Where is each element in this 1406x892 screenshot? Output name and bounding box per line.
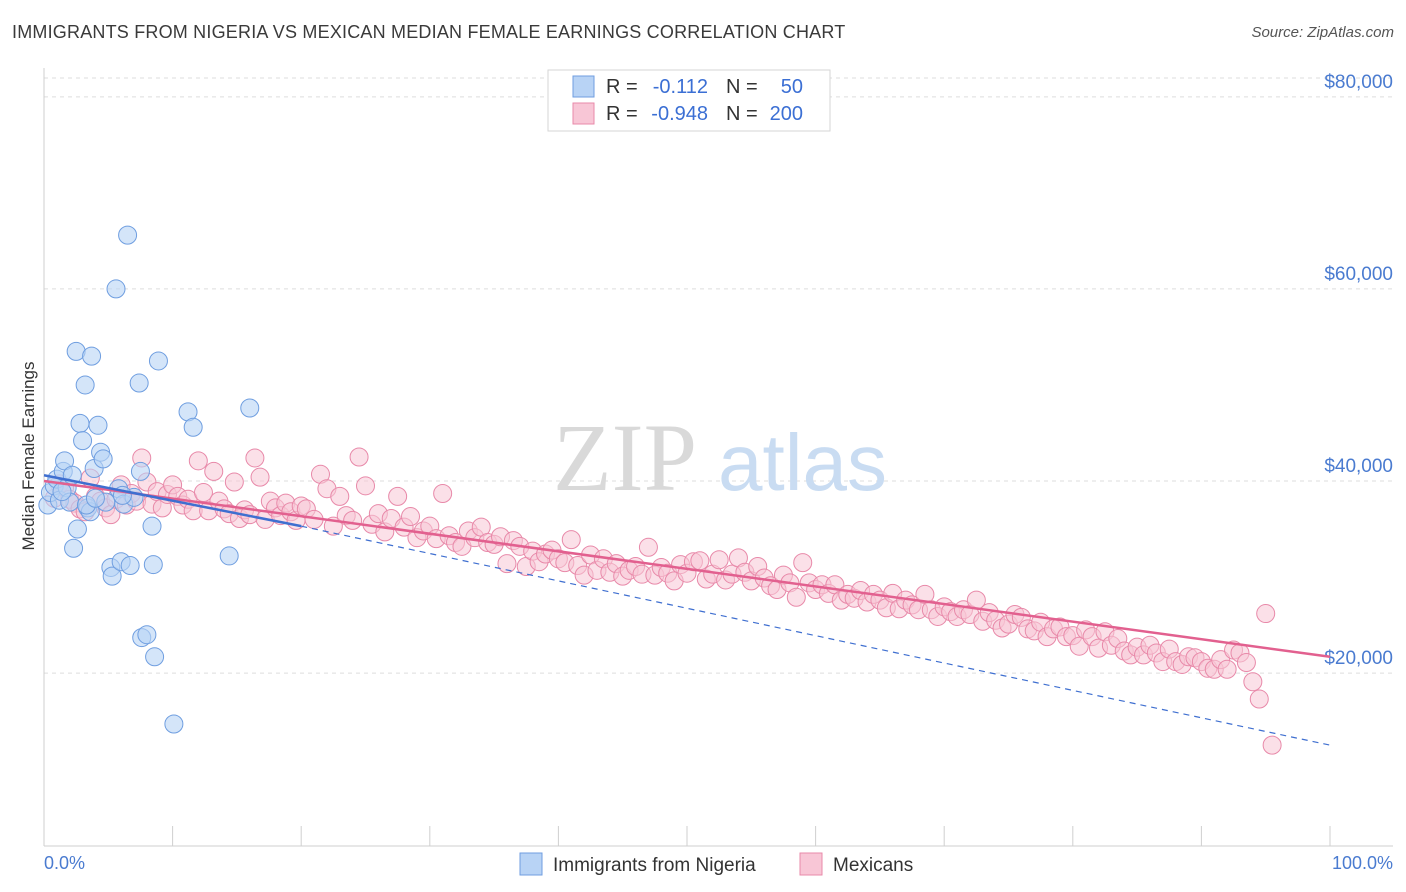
mexicans-point-90 xyxy=(561,530,581,550)
nigeria-point-18 xyxy=(82,346,102,366)
bottom-legend-mexicans: Mexicans xyxy=(833,855,913,876)
y-tick-label-40000: $40,000 xyxy=(1324,456,1393,477)
watermark-zip: ZIP xyxy=(553,404,697,511)
legend-r-value-2: -0.948 xyxy=(651,103,708,125)
legend-swatch-mexicans xyxy=(572,102,595,125)
nigeria-point-25 xyxy=(102,566,122,586)
bottom-swatch-nigeria xyxy=(519,852,543,876)
axes xyxy=(43,68,1393,847)
nigeria-trend-solid xyxy=(43,474,302,528)
mexicans-point-197 xyxy=(1249,689,1269,709)
mexicans-point-192 xyxy=(1217,659,1237,679)
y-tick-label-20000: $20,000 xyxy=(1324,648,1393,669)
mexicans-point-113 xyxy=(709,550,729,570)
bottom-legend-nigeria: Immigrants from Nigeria xyxy=(553,855,756,876)
nigeria-point-39 xyxy=(145,647,165,667)
nigeria-point-30 xyxy=(118,225,138,245)
mexicans-point-65 xyxy=(401,507,421,527)
nigeria-point-10 xyxy=(64,538,84,558)
nigeria-point-38 xyxy=(143,555,163,575)
x-tick-label-min: 0.0% xyxy=(44,853,85,873)
nigeria-point-22 xyxy=(93,449,113,469)
legend-r-value-1: -0.112 xyxy=(653,76,708,98)
series-nigeria-points xyxy=(38,225,260,734)
mexicans-point-28 xyxy=(188,451,208,471)
mexicans-point-199 xyxy=(1262,735,1282,755)
legend-n-value-1: 50 xyxy=(781,76,803,98)
trend-lines xyxy=(43,474,1331,746)
nigeria-point-43 xyxy=(183,417,203,437)
nigeria-point-15 xyxy=(75,375,95,395)
mexicans-point-126 xyxy=(793,553,813,573)
legend-n-label-1: N = xyxy=(726,76,758,98)
mexicans-point-35 xyxy=(224,472,244,492)
mexicans-point-70 xyxy=(433,483,453,503)
y-tick-labels: $20,000 $40,000 $60,000 $80,000 xyxy=(1324,72,1393,669)
legend-box xyxy=(547,69,831,132)
nigeria-point-13 xyxy=(70,413,90,433)
legend-r-label-2: R = xyxy=(606,103,638,125)
legend-swatch-nigeria xyxy=(572,75,595,98)
mexicans-point-80 xyxy=(497,554,517,574)
mexicans-point-125 xyxy=(786,587,806,607)
y-tick-label-80000: $80,000 xyxy=(1324,72,1393,93)
mexicans-trend-line xyxy=(43,479,1331,659)
mexicans-point-169 xyxy=(1069,636,1089,656)
chart-title: IMMIGRANTS FROM NIGERIA VS MEXICAN MEDIA… xyxy=(12,22,846,42)
nigeria-point-20 xyxy=(88,415,108,435)
mexicans-point-56 xyxy=(343,510,363,530)
mexicans-point-198 xyxy=(1256,604,1276,624)
nigeria-point-14 xyxy=(73,431,93,451)
mexicans-point-54 xyxy=(330,486,350,506)
correlation-legend: R = -0.112 N = 50 R = -0.948 N = 200 xyxy=(547,69,831,132)
watermark-atlas: atlas xyxy=(718,418,887,507)
y-axis-title: Median Female Earnings xyxy=(19,362,38,551)
watermark: ZIP atlas xyxy=(553,404,887,511)
source-label: Source: ZipAtlas.com xyxy=(1251,24,1394,41)
mexicans-point-110 xyxy=(690,551,710,571)
mexicans-point-40 xyxy=(250,467,270,487)
y-tick-label-60000: $60,000 xyxy=(1324,264,1393,285)
legend-r-label-1: R = xyxy=(606,76,638,98)
nigeria-point-44 xyxy=(219,546,239,566)
nigeria-point-40 xyxy=(148,351,168,371)
nigeria-point-12 xyxy=(67,519,87,539)
bottom-swatch-mexicans xyxy=(799,852,823,876)
mexicans-point-39 xyxy=(245,448,265,468)
legend-n-value-2: 200 xyxy=(770,103,803,125)
nigeria-point-36 xyxy=(137,625,157,645)
nigeria-point-31 xyxy=(120,556,140,576)
nigeria-point-48 xyxy=(85,488,105,508)
nigeria-point-41 xyxy=(164,714,184,734)
mexicans-point-196 xyxy=(1243,672,1263,692)
x-ticks xyxy=(43,826,1331,846)
x-tick-label-max: 100.0% xyxy=(1332,853,1393,873)
nigeria-point-33 xyxy=(129,373,149,393)
nigeria-point-26 xyxy=(106,279,126,299)
mexicans-point-29 xyxy=(193,483,213,503)
mexicans-point-195 xyxy=(1236,653,1256,673)
nigeria-point-45 xyxy=(240,398,260,418)
mexicans-point-102 xyxy=(638,537,658,557)
nigeria-point-37 xyxy=(142,516,162,536)
mexicans-point-57 xyxy=(349,447,369,467)
mexicans-point-58 xyxy=(356,476,375,496)
series-legend: Immigrants from Nigeria Mexicans xyxy=(519,852,913,876)
mexicans-point-63 xyxy=(388,486,408,506)
legend-n-label-2: N = xyxy=(726,103,758,125)
nigeria-point-34 xyxy=(130,461,150,481)
mexicans-point-31 xyxy=(204,461,224,481)
